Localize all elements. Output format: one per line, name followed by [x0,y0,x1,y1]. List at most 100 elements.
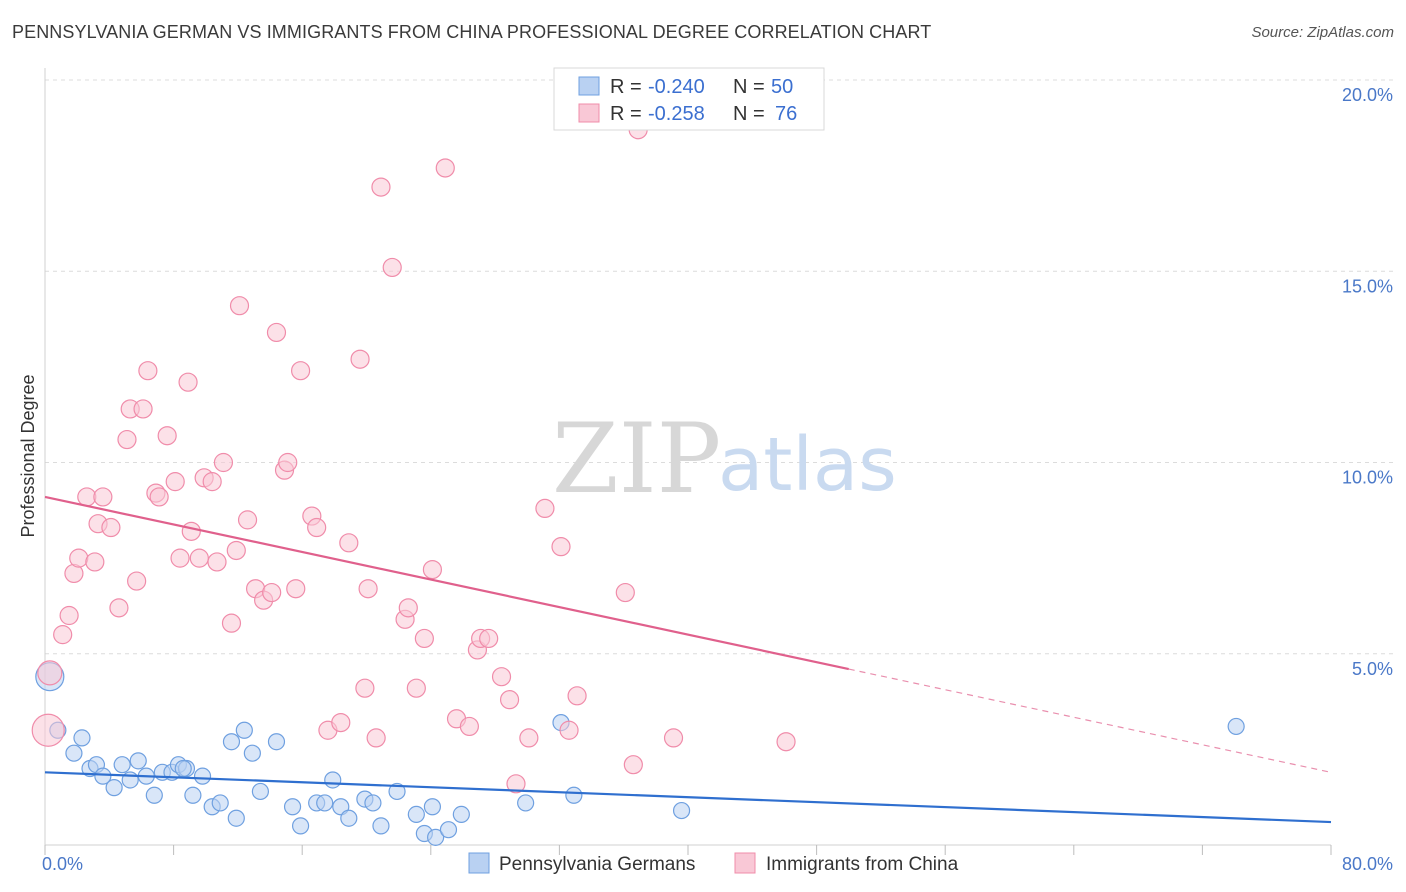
series-0-points [35,662,1245,846]
bottom-legend-label-1: Pennsylvania Germans [499,854,695,875]
legend-r-label-1: R = [610,76,642,98]
series-1-point-27 [207,552,227,572]
watermark-atlas: atlas [718,422,897,508]
series-1-point-9 [93,487,113,507]
series-1-point-20 [165,472,185,492]
series-1-point-10 [101,517,121,538]
series-0-point-7 [105,779,123,797]
series-1-point-23 [181,521,201,541]
series-1-point-68 [551,537,571,557]
series-0-point-49 [174,759,192,778]
legend-n-value-1: 50 [771,76,793,98]
series-1-point-67 [535,498,555,518]
series-0-point-22 [222,733,241,751]
y-tick-label-0: 5.0% [1352,659,1393,679]
series-0-point-43 [452,805,470,824]
series-0-point-46 [565,786,583,804]
series-1-point-54 [406,678,426,698]
legend: R = -0.240 N = 50 R = -0.258 N = 76 [553,67,825,131]
series-1-point-28 [213,452,234,473]
legend-r-value-2: -0.258 [648,103,705,125]
series-0-point-28 [291,817,310,835]
series-1-point-46 [350,349,370,369]
gridlines [45,79,1394,655]
series-1-point-62 [479,628,499,649]
legend-n-value-2: 76 [775,103,797,125]
series-1-point-48 [358,579,378,599]
scatter-points [31,120,1245,846]
series-1-point-63 [491,667,512,687]
bottom-legend-label-2: Immigrants from China [766,854,959,875]
series-1-point-53 [398,598,418,618]
series-1-point-3 [59,605,79,626]
series-0-point-17 [184,786,202,804]
series-1-point-1 [37,660,63,686]
series-0-point-24 [243,744,261,762]
series-0-point-20 [211,794,229,812]
series-1-point-22 [178,372,198,392]
series-1-point-69 [559,720,579,740]
series-1-point-38 [278,452,298,473]
series-0-point-48 [1227,717,1245,736]
x-tick-labels: 0.0% 80.0% [42,854,1393,874]
series-0-point-33 [340,809,358,827]
series-1-point-59 [459,716,479,737]
x-tick-label-1: 80.0% [1342,854,1393,874]
legend-swatch-pink [578,103,600,123]
y-tick-label-2: 15.0% [1342,276,1393,296]
y-tick-labels: 5.0% 10.0% 15.0% 20.0% [1342,85,1393,679]
bottom-legend-swatch-pink [734,852,756,874]
series-1-point-49 [366,728,386,748]
y-axis-label: Professional Degree [18,374,38,537]
series-1-point-65 [506,774,526,794]
legend-r-label-2: R = [610,103,642,125]
series-1-point-71 [615,582,635,603]
series-0-point-40 [423,798,442,816]
watermark: ZIP atlas [552,403,897,515]
series-1-point-74 [663,728,684,748]
chart-title: PENNSYLVANIA GERMAN VS IMMIGRANTS FROM C… [12,22,932,42]
series-0-point-26 [267,733,286,751]
series-0-point-41 [427,828,445,846]
series-1-point-2 [53,625,73,645]
series-1-point-14 [127,571,147,591]
series-1-point-7 [85,552,105,572]
series-1-point-47 [355,678,375,698]
series-1-point-36 [266,322,287,343]
series-0-point-23 [235,721,253,739]
y-tick-label-1: 10.0% [1342,468,1393,488]
bottom-legend: Pennsylvania Germans Immigrants from Chi… [468,852,959,875]
series-0-point-3 [73,729,91,747]
series-1-point-26 [202,472,222,492]
series-1-point-31 [229,296,250,316]
series-1-point-56 [422,559,443,580]
trendline-0 [44,771,1332,824]
series-1-point-50 [371,177,391,197]
trendline-1 [44,495,849,671]
series-1-point-51 [382,257,402,278]
series-0-point-37 [388,782,406,801]
series-1-point-6 [77,487,97,507]
series-1-point-40 [290,361,311,381]
series-1-point-24 [189,548,209,568]
series-0-point-31 [324,771,342,789]
series-0-point-30 [316,794,334,812]
x-tick-label-0: 0.0% [42,854,83,874]
series-0-point-35 [364,794,382,812]
series-1-point-35 [262,582,282,603]
series-0-point-36 [372,817,390,835]
series-1-point-32 [237,510,258,530]
series-1-point-42 [307,517,327,538]
legend-r-value-1: -0.240 [648,76,705,98]
series-1-point-55 [414,628,434,649]
series-1-point-16 [138,361,158,381]
legend-swatch-blue [578,76,600,96]
series-1-points [31,120,796,794]
series-1-point-12 [117,429,137,450]
series-1-point-21 [170,548,190,568]
series-0-point-47 [672,801,691,820]
series-0-point-2 [65,744,83,762]
series-1-point-29 [226,540,246,561]
series-0-point-12 [145,786,163,804]
trendline-1-extension [848,668,1332,773]
